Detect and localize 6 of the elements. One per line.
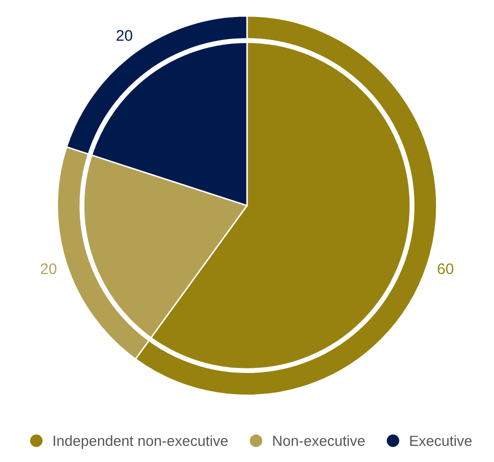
data-label: 20 xyxy=(40,263,56,274)
data-label: 60 xyxy=(438,263,454,274)
legend-label: Non-executive xyxy=(273,435,365,446)
data-label: 20 xyxy=(116,30,132,41)
legend-label: Executive xyxy=(410,435,472,446)
legend-label: Independent non-executive xyxy=(54,435,228,449)
